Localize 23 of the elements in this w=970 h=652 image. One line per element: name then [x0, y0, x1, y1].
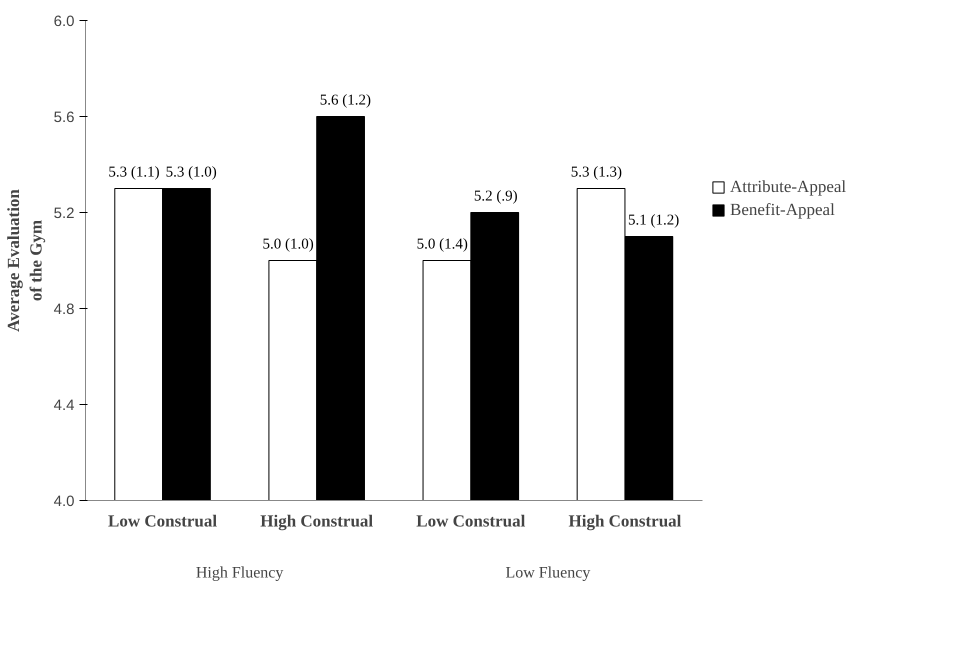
y-tick-label: 5.2	[54, 205, 75, 222]
data-label: 5.0 (1.4)	[416, 236, 468, 252]
data-label: 5.1 (1.2)	[628, 212, 680, 228]
y-axis-title: Average Evaluation of the Gym	[4, 188, 46, 332]
data-label: 5.3 (1.1)	[108, 164, 160, 180]
legend-label: Attribute-Appeal	[730, 177, 846, 197]
data-label: 5.6 (1.2)	[320, 92, 371, 108]
data-label: 5.2 (.9)	[474, 188, 518, 204]
x-tick-label: High Construal	[568, 512, 682, 530]
data-label: 5.3 (1.0)	[166, 164, 217, 180]
y-tick-label: 6.0	[54, 13, 75, 30]
text: High Fluency	[196, 564, 284, 582]
data-label: 5.3 (1.3)	[570, 164, 622, 180]
x-tick-label: Low Construal	[416, 512, 526, 530]
y-tick-label: 5.6	[54, 109, 75, 126]
x-tick-label: High Construal	[260, 512, 374, 530]
y-tick-label: 4.4	[54, 397, 75, 414]
legend-label: Benefit-Appeal	[730, 200, 835, 220]
x-tick-label: Low Construal	[108, 512, 218, 530]
text: Low Fluency	[505, 564, 590, 582]
y-tick-label: 4.0	[54, 493, 75, 510]
y-tick-label: 4.8	[54, 301, 75, 318]
data-label: 5.0 (1.0)	[262, 236, 314, 252]
